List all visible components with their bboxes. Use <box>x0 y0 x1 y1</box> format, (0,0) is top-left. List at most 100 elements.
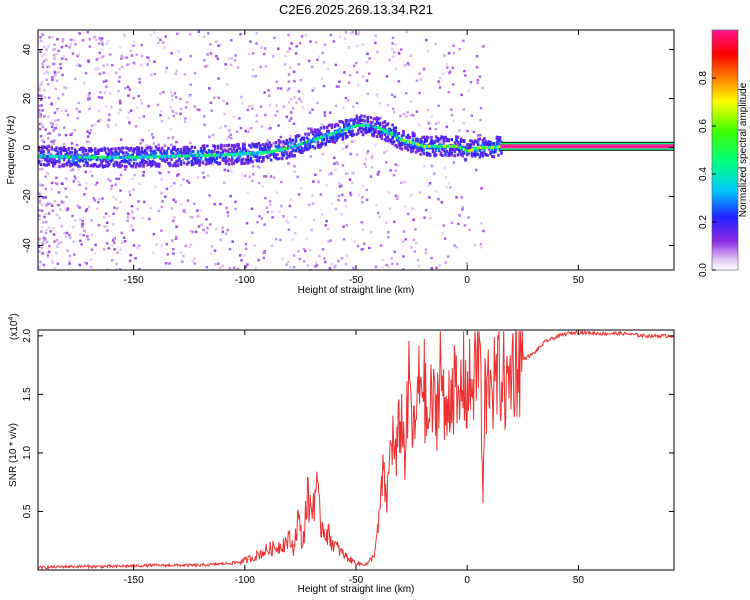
spectrogram-ridge-cell <box>305 144 309 148</box>
spectrogram-noise-cell <box>262 256 266 260</box>
spectrogram-ridge-cell <box>394 143 397 147</box>
spectrogram-noise-cell <box>416 258 420 262</box>
spectrogram-ridge-core <box>403 139 407 143</box>
spectrogram-noise-cell <box>57 118 60 122</box>
spectrogram-noise-cell <box>275 104 279 107</box>
spectrogram-ridge-cell <box>178 158 181 162</box>
spectrogram-noise-cell <box>312 218 316 222</box>
spectrogram-noise-cell <box>287 228 291 231</box>
spectrogram-ridge-cell <box>386 131 390 135</box>
spectrogram-ridge-core <box>290 145 293 149</box>
spectrogram-ridge-core <box>38 154 41 158</box>
spectrogram-noise-cell <box>71 168 75 171</box>
spectrogram-ridge-cell <box>480 151 483 155</box>
spectrogram-noise-cell <box>213 202 216 206</box>
spectrogram-ridge-cell <box>89 147 92 151</box>
spectrogram-noise-cell <box>93 252 96 255</box>
spectrogram-ridge-core <box>283 147 287 151</box>
spectrogram-noise-cell <box>50 103 54 107</box>
spectrogram-ridge-core <box>45 154 49 158</box>
spectrogram-noise-cell <box>451 66 455 70</box>
spectrogram-noise-cell <box>45 151 48 155</box>
spectrogram-ridge-cell <box>94 150 97 154</box>
spectrogram-noise-cell <box>164 262 168 265</box>
spectrogram-noise-cell <box>423 165 426 168</box>
spectrogram-noise-cell <box>42 221 45 224</box>
spectrogram-noise-cell <box>40 246 44 250</box>
spectrogram-ridge-cell <box>287 141 290 145</box>
spectrogram-noise-cell <box>323 111 326 114</box>
spectrogram-noise-cell <box>39 94 43 97</box>
spectrogram-noise-cell <box>298 97 301 101</box>
spectrogram-noise-cell <box>313 140 317 144</box>
spectrogram-noise-cell <box>426 108 430 112</box>
spectrogram-noise-cell <box>268 103 272 107</box>
spectrogram-noise-cell <box>142 170 146 174</box>
spectrogram-ridge-cell <box>430 135 433 139</box>
spectrogram-ridge-core <box>341 128 345 132</box>
spectrogram-ridge-cell <box>66 151 69 155</box>
spectrogram-noise-cell <box>479 133 482 137</box>
spectrogram-ridge-cell <box>436 136 440 140</box>
spectrogram-noise-cell <box>225 102 229 105</box>
spectrogram-noise-cell <box>323 257 326 260</box>
spectrogram-noise-cell <box>426 184 430 187</box>
spectrogram-ridge-cell <box>383 126 387 130</box>
spectrogram-ridge-cell <box>343 123 346 127</box>
spectrogram-ridge-core <box>299 142 303 146</box>
spectrogram-ridge-cell <box>199 148 203 152</box>
spectrogram-ridge-cell <box>497 140 500 144</box>
spectrogram-noise-cell <box>283 63 287 66</box>
spectrogram-noise-cell <box>411 114 415 117</box>
spectrogram-ridge-cell <box>132 161 136 165</box>
spectrogram-ridge-cell <box>369 126 373 130</box>
spectrogram-ridge-cell <box>174 164 178 168</box>
spectrogram-noise-cell <box>171 247 175 251</box>
spectrogram-noise-cell <box>239 156 243 160</box>
spectrogram-ridge-cell <box>498 136 502 140</box>
spectrogram-ridge-core <box>84 155 88 159</box>
spectrogram-noise-cell <box>187 181 191 184</box>
spectrogram-ridge-cell <box>159 156 162 160</box>
spectrogram-ridge-cell <box>134 147 138 151</box>
spectrogram-noise-cell <box>437 198 440 201</box>
spectrogram-ridge-cell <box>453 149 457 153</box>
spectrogram-ridge-cell <box>84 157 88 161</box>
spectrogram-ridge-cell <box>372 126 376 130</box>
spectrogram-noise-cell <box>244 129 248 133</box>
snr-ytick-label: 1.5 <box>22 387 33 401</box>
spectrogram-ridge-cell <box>430 141 433 145</box>
spectrogram-ridge-cell <box>274 144 278 148</box>
spectrogram-noise-cell <box>447 181 451 185</box>
spectrogram-noise-cell <box>135 53 138 57</box>
spectrogram-ridge-cell <box>333 136 337 140</box>
spectrogram-noise-cell <box>299 79 302 82</box>
spectrogram-ridge-core <box>220 153 223 157</box>
spectrogram-ridge-core <box>104 155 108 159</box>
spectrogram-noise-cell <box>205 231 209 234</box>
spectrogram-noise-cell <box>56 71 60 74</box>
spectrogram-noise-cell <box>251 68 255 72</box>
spectrogram-noise-cell <box>128 190 131 194</box>
spectrogram-noise-cell <box>374 41 377 45</box>
spectrogram-ridge-cell <box>382 121 385 125</box>
spectrogram-ridge-cell <box>406 148 410 152</box>
spectrogram-ridge-core <box>145 155 148 159</box>
spectrogram-noise-cell <box>52 62 56 66</box>
spectrogram-noise-cell <box>75 107 78 111</box>
spectrogram-ridge-cell <box>363 127 366 131</box>
spectrogram-noise-cell <box>95 181 99 185</box>
spectrogram-ridge-cell <box>297 147 301 151</box>
spectrogram-noise-cell <box>53 57 56 60</box>
spectrogram-noise-cell <box>391 36 395 40</box>
spectrogram-noise-cell <box>196 209 199 212</box>
spectrogram-noise-cell <box>314 265 317 268</box>
spectrogram-noise-cell <box>233 115 236 119</box>
spectrogram-noise-cell <box>64 133 68 137</box>
spectrogram-ridge-core <box>304 141 307 145</box>
spectrogram-noise-cell <box>292 122 296 126</box>
spectrogram-noise-cell <box>131 228 135 232</box>
spectrogram-ridge-cell <box>459 137 463 141</box>
spectrogram-ridge-cell <box>69 160 72 164</box>
spectrogram-noise-cell <box>225 67 228 71</box>
